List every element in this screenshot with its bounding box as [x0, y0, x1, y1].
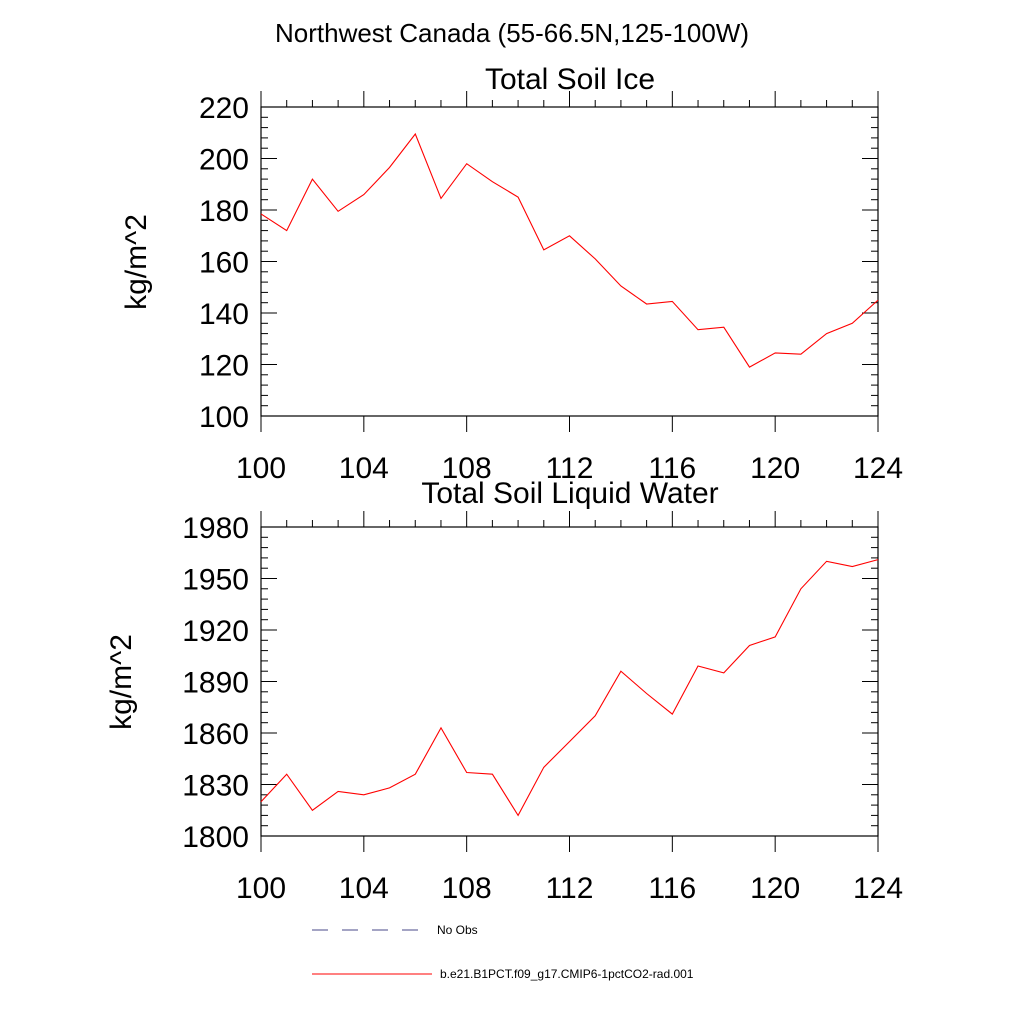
figure-suptitle: Northwest Canada (55-66.5N,125-100W): [275, 18, 749, 48]
y-tick-label: 1890: [182, 667, 249, 700]
x-tick-label: 120: [750, 452, 800, 485]
x-tick-label: 108: [442, 872, 492, 905]
panel-title: Total Soil Liquid Water: [421, 477, 718, 510]
y-tick-label: 220: [199, 92, 249, 125]
y-tick-label: 1860: [182, 718, 249, 751]
panel-total-soil-liquid-water: Total Soil Liquid Water kg/m^2 180018301…: [105, 477, 903, 905]
y-tick-label: 1800: [182, 821, 249, 854]
series-line: [260, 132, 879, 368]
y-axis-label: kg/m^2: [105, 634, 138, 730]
panel-marks: 100 120 140 160 180 200 220 100 104 108 112 116 120 1…: [199, 91, 903, 485]
y-tick-label: 160: [199, 247, 249, 280]
plot-frame: [260, 526, 879, 837]
panel-marks: 1800 1830 1860 1890 1920 1950 1980 100 104 108 112…: [182, 511, 903, 905]
y-tick-label: 120: [199, 350, 249, 383]
legend: No Obs b.e21.B1PCT.f09_g17.CMIP6-1pctCO2…: [312, 923, 694, 981]
x-tick-label: 108: [442, 452, 492, 485]
x-tick-label: 100: [236, 872, 286, 905]
y-axis-label: kg/m^2: [120, 214, 153, 310]
legend-item-series: b.e21.B1PCT.f09_g17.CMIP6-1pctCO2-rad.00…: [312, 967, 694, 981]
x-tick-label: 104: [339, 872, 389, 905]
x-tick-label: 112: [546, 452, 594, 485]
x-tick-label: 120: [750, 872, 800, 905]
y-tick-label: 200: [199, 144, 249, 177]
legend-label: No Obs: [437, 923, 478, 937]
x-tick-label: 116: [648, 452, 696, 485]
x-tick-label: 124: [853, 452, 903, 485]
legend-item-no-obs: No Obs: [312, 923, 478, 937]
legend-label: b.e21.B1PCT.f09_g17.CMIP6-1pctCO2-rad.00…: [440, 967, 694, 981]
y-tick-label: 180: [199, 195, 249, 228]
series-line: [260, 559, 879, 817]
x-tick-label: 116: [648, 872, 696, 905]
y-tick-label: 1830: [182, 770, 249, 803]
panel-title: Total Soil Ice: [485, 63, 655, 96]
y-tick-label: 1950: [182, 564, 249, 597]
panel-total-soil-ice: Total Soil Ice kg/m^2 100 120 140 160 180 200…: [120, 63, 903, 485]
y-tick-label: 1920: [182, 615, 249, 648]
plot-frame: [260, 106, 879, 417]
x-tick-label: 104: [339, 452, 389, 485]
y-tick-label: 1980: [182, 512, 249, 545]
x-tick-label: 100: [236, 452, 286, 485]
y-tick-label: 140: [199, 298, 249, 331]
x-tick-label: 124: [853, 872, 903, 905]
y-tick-label: 100: [199, 401, 249, 434]
x-tick-label: 112: [546, 872, 594, 905]
